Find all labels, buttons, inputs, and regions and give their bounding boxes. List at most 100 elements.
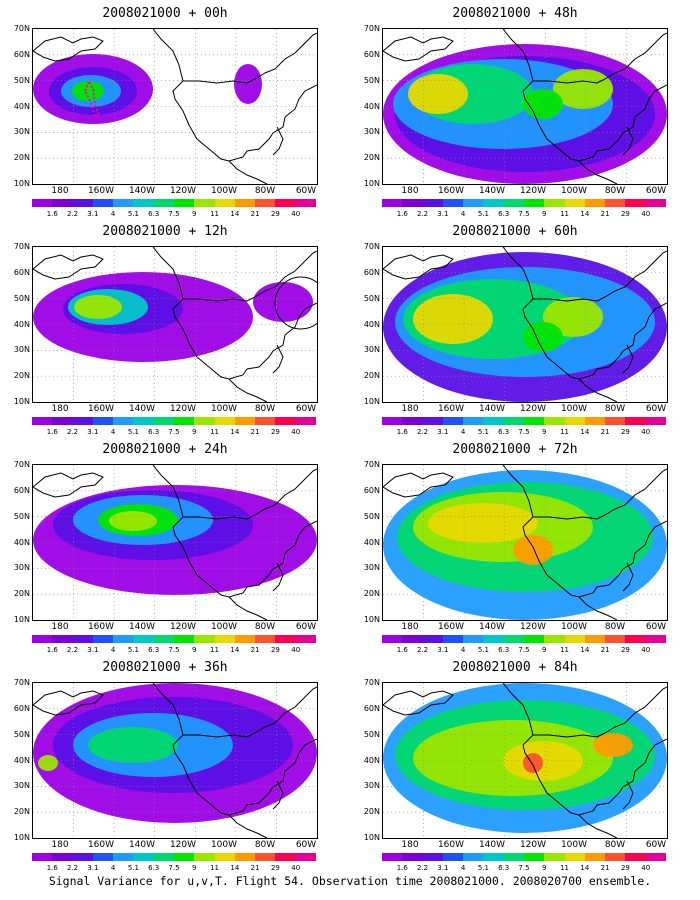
colorbar-tick-label: 9 — [192, 428, 197, 436]
colorbar-swatch — [544, 417, 566, 425]
latitude-tick-label: 50N — [363, 511, 380, 521]
longitude-tick-label: 180 — [401, 622, 419, 632]
colorbar-swatch — [544, 853, 566, 861]
coastline — [272, 126, 284, 156]
map-panel: 2008021000 + 72h 70N 60N 50N 40N 30N 20N 10N 180… — [350, 442, 680, 657]
colorbar-tick-label: 5.1 — [127, 646, 139, 654]
colorbar-swatch — [295, 417, 317, 425]
colorbar-tick-label: 3.1 — [87, 210, 99, 218]
colorbar-tick-label: 6.3 — [148, 646, 160, 654]
longitude-tick-label: 140W — [128, 404, 156, 414]
coastline — [578, 160, 618, 184]
colorbar-tick-label: 14 — [580, 210, 590, 218]
colorbar-swatch — [402, 199, 424, 207]
colorbar-tick-label: 4 — [110, 428, 116, 436]
longitude-tick-label: 160W — [437, 840, 465, 850]
colorbar — [32, 853, 317, 861]
colorbar-swatch — [113, 635, 134, 643]
colorbar-tick-label: 11 — [560, 210, 570, 218]
map-plot — [32, 464, 318, 621]
colorbar-tick-label: 9 — [542, 210, 547, 218]
colorbar-swatch — [113, 853, 134, 861]
colorbar-tick-label: 21 — [250, 646, 260, 654]
coastline — [228, 160, 268, 184]
colorbar-swatch — [605, 417, 626, 425]
colorbar-swatch — [295, 853, 317, 861]
colorbar-tick-label: 2.2 — [66, 864, 79, 872]
coastline — [622, 344, 634, 374]
colorbar-tick-label: 9 — [542, 428, 547, 436]
variance-contour — [74, 295, 122, 319]
colorbar-tick-label: 40 — [291, 864, 301, 872]
colorbar-tick-label: 21 — [250, 428, 260, 436]
longitude-tick-label: 140W — [478, 404, 506, 414]
variance-contour — [234, 64, 262, 104]
longitude-tick-label: 140W — [128, 840, 156, 850]
colorbar-tick-label: 2.2 — [416, 646, 429, 654]
colorbar-tick-label: 2.2 — [66, 428, 79, 436]
longitude-tick-label: 160W — [437, 622, 465, 632]
map-panel: 2008021000 + 00h 70N 60N 50N 40N 30N 20N 10N 180… — [0, 6, 330, 221]
colorbar-swatch — [153, 853, 175, 861]
map-svg — [383, 29, 667, 184]
latitude-tick-label: 10N — [13, 397, 30, 406]
coastline — [622, 126, 634, 156]
figure-caption: Signal Variance for u,v,T. Flight 54. Ob… — [48, 874, 652, 888]
coastline — [33, 690, 104, 716]
colorbar-swatch — [234, 853, 256, 861]
colorbar-tick-label: 29 — [270, 864, 280, 872]
colorbar-swatch — [113, 417, 134, 425]
colorbar-swatch — [605, 199, 626, 207]
colorbar-swatch — [72, 199, 94, 207]
colorbar-tick-label: 9 — [192, 646, 197, 654]
panel-title: 2008021000 + 00h — [102, 6, 228, 21]
coastline — [533, 732, 606, 738]
map-plot — [32, 28, 318, 185]
latitude-tick-label: 10N — [13, 615, 30, 624]
colorbar-tick-label: 14 — [230, 210, 240, 218]
colorbar-swatch — [544, 635, 566, 643]
longitude-tick-label: 120W — [519, 840, 547, 850]
latitude-tick-label: 40N — [13, 319, 30, 329]
longitude-tick-label: 180 — [51, 840, 69, 850]
map-svg — [33, 465, 317, 620]
longitude-tick-label: 120W — [169, 840, 197, 850]
longitude-tick-label: 160W — [87, 404, 115, 414]
colorbar-swatch — [295, 199, 317, 207]
colorbar-tick-label: 14 — [230, 864, 240, 872]
colorbar-swatch — [92, 853, 114, 861]
colorbar-swatch — [483, 417, 505, 425]
colorbar-tick-label: 40 — [641, 210, 651, 218]
coastline — [533, 78, 606, 84]
colorbar-swatch — [645, 853, 667, 861]
colorbar-tick-label: 4 — [110, 646, 116, 654]
longitude-tick-label: 80W — [604, 622, 626, 632]
colorbar-tick-label: 14 — [580, 864, 590, 872]
latitude-tick-label: 50N — [363, 75, 380, 85]
latitude-tick-label: 20N — [13, 153, 30, 163]
colorbar — [382, 417, 667, 425]
longitude-tick-label: 140W — [478, 622, 506, 632]
colorbar-swatch — [463, 199, 484, 207]
variance-contour — [553, 69, 613, 109]
panel-title: 2008021000 + 48h — [452, 6, 578, 21]
coastline — [183, 78, 256, 84]
latitude-tick-label: 60N — [13, 267, 30, 277]
longitude-tick-label: 140W — [478, 840, 506, 850]
colorbar-swatch — [584, 199, 606, 207]
colorbar-swatch — [503, 853, 525, 861]
colorbar-tick-label: 5.1 — [127, 428, 139, 436]
variance-contour — [72, 81, 104, 101]
colorbar-swatch — [442, 199, 464, 207]
latitude-tick-label: 70N — [363, 678, 380, 687]
longitude-tick-label: 140W — [128, 186, 156, 196]
longitude-tick-label: 80W — [604, 840, 626, 850]
panel-title: 2008021000 + 60h — [452, 224, 578, 239]
colorbar-swatch — [442, 417, 464, 425]
colorbar-tick-label: 7.5 — [168, 864, 180, 872]
longitude-tick-label: 180 — [401, 404, 419, 414]
map-panel: 2008021000 + 24h 70N 60N 50N 40N 30N 20N 10N 180… — [0, 442, 330, 657]
map-plot — [32, 246, 318, 403]
map-panel: 2008021000 + 36h 70N 60N 50N 40N 30N 20N 10N 180… — [0, 660, 330, 875]
colorbar-swatch — [382, 853, 403, 861]
